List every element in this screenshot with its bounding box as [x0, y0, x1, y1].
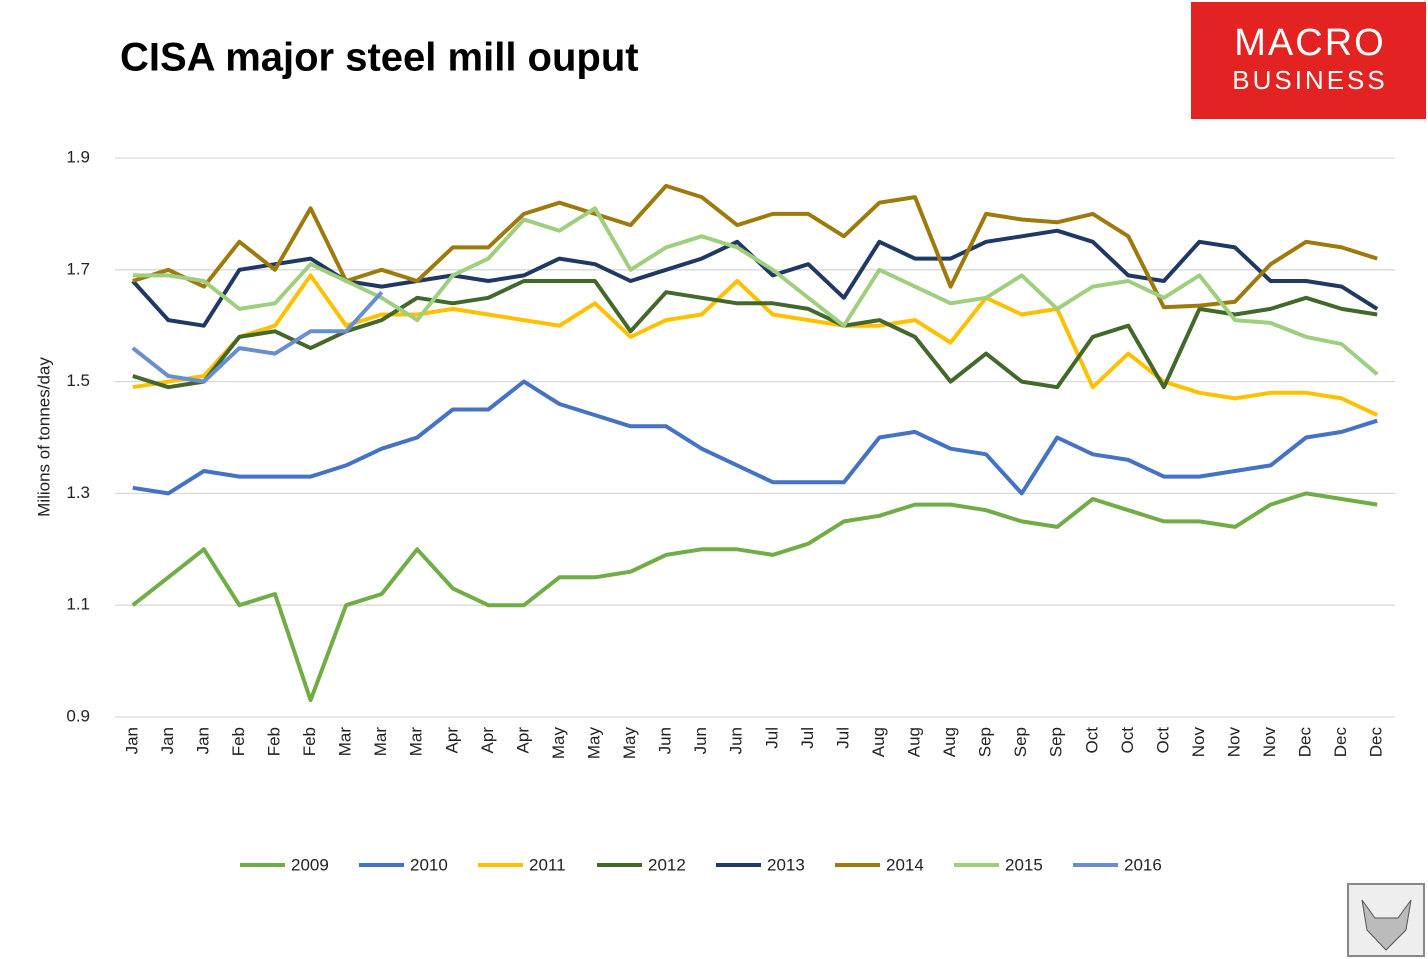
y-axis-label: Milions of tonnes/day — [34, 357, 53, 517]
x-tick-label: Nov — [1260, 727, 1279, 758]
x-tick-label: Feb — [229, 727, 248, 756]
series-line — [131, 290, 384, 384]
x-tick-label: Sep — [976, 727, 995, 757]
x-tick-label: Jan — [158, 727, 177, 754]
legend-label: 2016 — [1124, 855, 1162, 874]
x-tick-label: Feb — [264, 727, 283, 756]
x-tick-label: Aug — [869, 727, 888, 757]
series-line — [132, 279, 1378, 390]
x-tick-label: Jun — [727, 727, 746, 754]
x-tick-label: Apr — [478, 727, 497, 754]
x-tick-label: Nov — [1224, 727, 1243, 758]
x-tick-label: Jul — [798, 727, 817, 749]
series-line — [132, 379, 1378, 496]
x-tick-label: Sep — [1047, 727, 1066, 757]
legend-label: 2011 — [529, 855, 566, 874]
y-tick-label: 1.3 — [66, 483, 90, 502]
logo-text: BUSINESS — [1232, 65, 1388, 95]
logo-text: MACRO — [1234, 22, 1385, 64]
x-tick-label: Apr — [442, 727, 461, 754]
fox-icon-face — [1361, 899, 1412, 951]
x-tick-label: Dec — [1331, 727, 1350, 758]
x-tick-label: Aug — [940, 727, 959, 757]
legend-label: 2013 — [767, 855, 805, 874]
legend-label: 2009 — [291, 855, 329, 874]
y-tick-label: 1.5 — [66, 371, 90, 390]
x-tick-label: Dec — [1296, 727, 1315, 758]
x-tick-label: May — [620, 727, 639, 760]
y-tick-label: 0.9 — [66, 706, 90, 725]
x-tick-label: Jul — [833, 727, 852, 749]
x-tick-label: Mar — [407, 727, 426, 757]
x-tick-label: Nov — [1189, 727, 1208, 758]
x-tick-label: Jul — [762, 727, 781, 749]
x-tick-label: Aug — [904, 727, 923, 757]
x-tick-label: Apr — [513, 727, 532, 754]
x-tick-label: Mar — [371, 727, 390, 757]
chart-title: CISA major steel mill ouput — [120, 36, 639, 80]
x-tick-label: Feb — [300, 727, 319, 756]
series-line — [132, 206, 1379, 376]
y-tick-label: 1.9 — [66, 147, 90, 166]
x-tick-label: Jan — [122, 727, 141, 754]
x-tick-label: Jun — [656, 727, 675, 754]
x-tick-label: Jun — [691, 727, 710, 754]
legend-label: 2014 — [886, 855, 924, 874]
series-line — [132, 183, 1378, 310]
x-tick-label: Oct — [1082, 727, 1101, 754]
legend-label: 2015 — [1005, 855, 1043, 874]
x-tick-label: Sep — [1011, 727, 1030, 757]
legend-label: 2012 — [648, 855, 686, 874]
series-line — [132, 273, 1379, 417]
series-line — [131, 491, 1378, 703]
x-tick-label: Dec — [1367, 727, 1386, 758]
x-tick-label: May — [584, 727, 603, 760]
x-tick-label: May — [549, 727, 568, 760]
x-tick-label: Oct — [1118, 727, 1137, 754]
legend-label: 2010 — [410, 855, 448, 874]
x-tick-label: Jan — [193, 727, 212, 754]
x-tick-label: Oct — [1153, 727, 1172, 754]
logo-box — [1191, 2, 1426, 119]
y-tick-label: 1.1 — [66, 595, 90, 614]
x-tick-label: Mar — [336, 727, 355, 757]
y-tick-label: 1.7 — [66, 259, 90, 278]
